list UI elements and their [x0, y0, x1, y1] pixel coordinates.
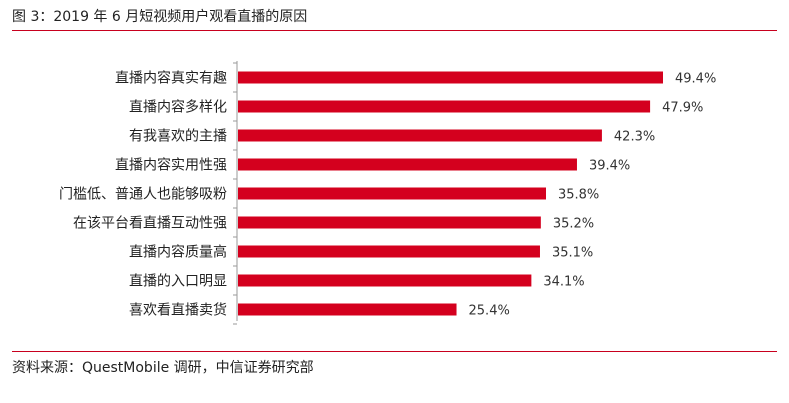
- value-label: 25.4%: [469, 304, 510, 319]
- chart-title: 图 3：2019 年 6 月短视频用户观看直播的原因: [12, 9, 308, 25]
- category-label: 直播内容真实有趣: [115, 70, 227, 87]
- bar: [238, 274, 532, 287]
- value-label: 47.9%: [662, 101, 703, 116]
- bar: [238, 216, 541, 229]
- value-label: 35.1%: [552, 246, 593, 261]
- value-label: 39.4%: [589, 159, 630, 174]
- value-label: 34.1%: [543, 275, 584, 290]
- bars-group: [238, 71, 663, 316]
- category-label: 直播内容质量高: [129, 244, 227, 261]
- category-label: 喜欢看直播卖货: [129, 302, 227, 319]
- category-label: 门槛低、普通人也能够吸粉: [59, 187, 227, 203]
- category-label: 直播内容实用性强: [115, 157, 227, 174]
- bar: [238, 100, 651, 113]
- bar: [238, 158, 577, 171]
- bar: [238, 245, 540, 258]
- bar: [238, 129, 602, 142]
- category-label: 有我喜欢的主播: [129, 129, 227, 145]
- top-divider: [12, 30, 777, 31]
- category-label: 直播内容多样化: [129, 99, 227, 116]
- source-note: 资料来源：QuestMobile 调研，中信证券研究部: [12, 360, 314, 376]
- bottom-divider: [12, 351, 777, 352]
- category-label: 在该平台看直播互动性强: [73, 215, 227, 232]
- value-label: 49.4%: [675, 72, 716, 87]
- value-label: 35.2%: [553, 217, 594, 232]
- bar: [238, 303, 457, 316]
- value-label: 35.8%: [558, 188, 599, 203]
- category-label: 直播的入口明显: [129, 273, 227, 290]
- bar: [238, 71, 663, 84]
- bar: [238, 187, 546, 200]
- value-label: 42.3%: [614, 130, 655, 145]
